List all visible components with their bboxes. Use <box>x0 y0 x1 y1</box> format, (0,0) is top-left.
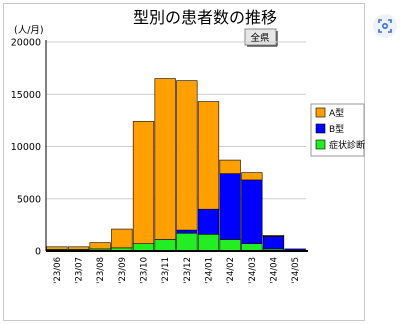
bar-segment <box>46 246 68 250</box>
bar-segment <box>262 236 285 250</box>
scan-button[interactable] <box>373 14 397 38</box>
bar-segment <box>262 235 285 237</box>
y-tick-label: 5000 <box>17 194 41 205</box>
bar-segment <box>176 80 198 231</box>
legend-label: 症状診断 <box>329 139 365 151</box>
x-tick-label: '24/03 <box>248 257 258 284</box>
x-tick-label: '23/11 <box>161 257 171 284</box>
bar-segment <box>176 232 198 252</box>
bar-segment <box>154 78 176 240</box>
bar-segment <box>197 233 220 252</box>
bar-segment <box>67 246 90 250</box>
y-tick-label: 20000 <box>11 38 41 49</box>
y-tick-label: 15000 <box>11 90 41 101</box>
x-tick-label: '24/02 <box>226 257 236 284</box>
bar-segment <box>154 239 176 252</box>
bar-segment <box>176 229 198 234</box>
x-tick-label: '24/04 <box>270 257 280 284</box>
legend-swatch <box>315 107 326 118</box>
x-tick-label: '23/10 <box>140 257 150 284</box>
bar-segment <box>241 172 263 181</box>
legend-swatch <box>315 123 326 134</box>
bar-segment <box>219 239 241 252</box>
x-tick-label: '23/06 <box>53 257 63 284</box>
bar-segment <box>241 243 263 252</box>
y-tick-label: 10000 <box>11 142 41 153</box>
legend-label: A型 <box>329 108 344 119</box>
x-tick-label: '23/07 <box>75 257 85 284</box>
y-axis-label: (人/月) <box>14 25 44 36</box>
scan-icon <box>378 19 392 33</box>
x-tick-label: '24/05 <box>291 257 301 284</box>
x-tick-label: '24/01 <box>205 257 215 284</box>
bar-segment <box>111 228 133 249</box>
bar-segment <box>89 242 111 250</box>
legend-swatch <box>315 139 326 150</box>
x-tick-label: '23/09 <box>118 257 128 284</box>
bar-segment <box>197 208 220 235</box>
bar-segment <box>132 121 155 244</box>
chart-canvas: 型別の患者数の推移 (人/月) 全県 0 5000 10000 15000 20000 '… <box>11 8 365 284</box>
x-tick-label: '23/08 <box>96 257 106 284</box>
legend-label: B型 <box>329 124 344 135</box>
bar-segment <box>132 243 155 252</box>
plot-area: 0 5000 10000 15000 20000 '23/06 '23/07 '23/08 '2… <box>11 38 308 284</box>
x-tick-label: '23/12 <box>183 257 193 284</box>
bar-segment <box>197 101 220 210</box>
bar-segment <box>219 173 241 240</box>
y-tick-label: 0 <box>35 247 41 258</box>
region-tag-label: 全県 <box>250 32 270 44</box>
chart-title: 型別の患者数の推移 <box>133 8 277 27</box>
bar-segment <box>219 159 241 174</box>
region-tag[interactable]: 全県 <box>244 28 278 47</box>
bar-segment <box>241 179 263 244</box>
